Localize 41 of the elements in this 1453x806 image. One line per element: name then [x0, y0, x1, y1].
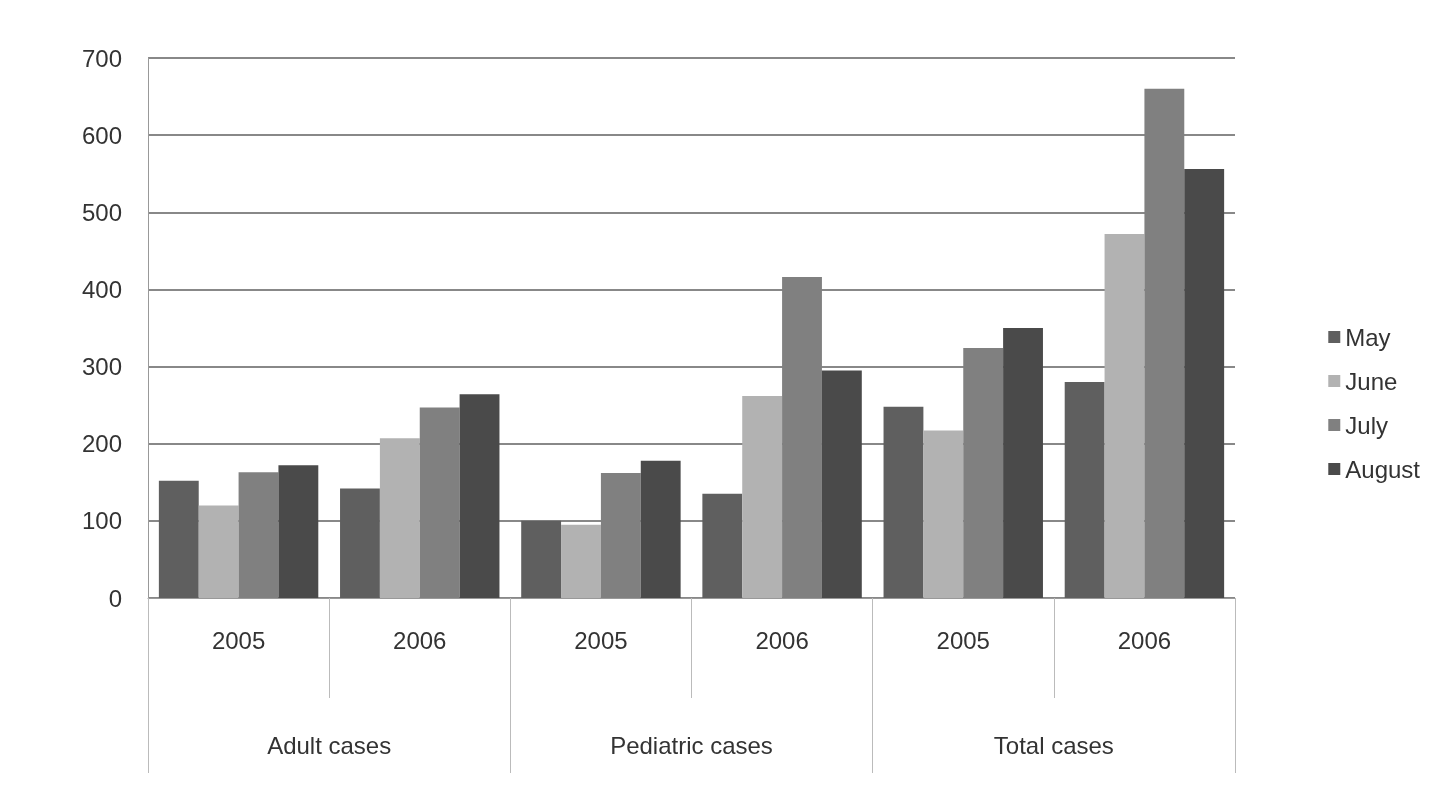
- bar: [1064, 382, 1105, 598]
- text: Total cases: [993, 731, 1114, 759]
- bar: [238, 472, 279, 598]
- x-tick-label: 2006: [1117, 626, 1172, 654]
- x-tick-label: 2005: [574, 626, 628, 654]
- legend-label: July: [1345, 411, 1388, 439]
- y-tick-label: 600: [81, 121, 122, 149]
- bar: [379, 438, 420, 598]
- x-tick-label: 2005: [211, 626, 266, 654]
- bar: [1184, 169, 1225, 598]
- bar: [459, 394, 500, 598]
- x-tick-label: 2006: [393, 626, 447, 654]
- bar: [419, 407, 460, 598]
- x-tick-label: 2005: [936, 626, 990, 654]
- bar: [198, 505, 239, 598]
- text: Pediatric cases: [610, 731, 773, 759]
- bar: [923, 430, 964, 598]
- y-tick-label: 100: [81, 507, 122, 535]
- y-tick-label: 400: [81, 275, 122, 303]
- bar: [821, 370, 862, 598]
- bar: [278, 465, 319, 598]
- y-tick-label: 200: [81, 430, 122, 458]
- legend-label: May: [1345, 323, 1391, 351]
- legend-label: August: [1345, 455, 1421, 483]
- bar: [561, 524, 601, 598]
- y-tick-label: 700: [81, 44, 122, 72]
- bar: [521, 520, 562, 598]
- bar: [640, 460, 681, 598]
- y-tick-label: 300: [81, 353, 122, 381]
- bar: [158, 480, 199, 598]
- y-tick-label: 500: [81, 198, 122, 226]
- bar: [1003, 328, 1043, 598]
- x-tick-label: 2006: [755, 626, 809, 654]
- legend-label: June: [1345, 367, 1398, 395]
- bar: [702, 493, 743, 598]
- bar: [1104, 233, 1145, 598]
- bar: [340, 488, 380, 598]
- y-tick-label: 0: [108, 584, 122, 612]
- bar: [742, 395, 783, 598]
- text: Adult cases: [267, 731, 392, 759]
- bar: [883, 406, 924, 598]
